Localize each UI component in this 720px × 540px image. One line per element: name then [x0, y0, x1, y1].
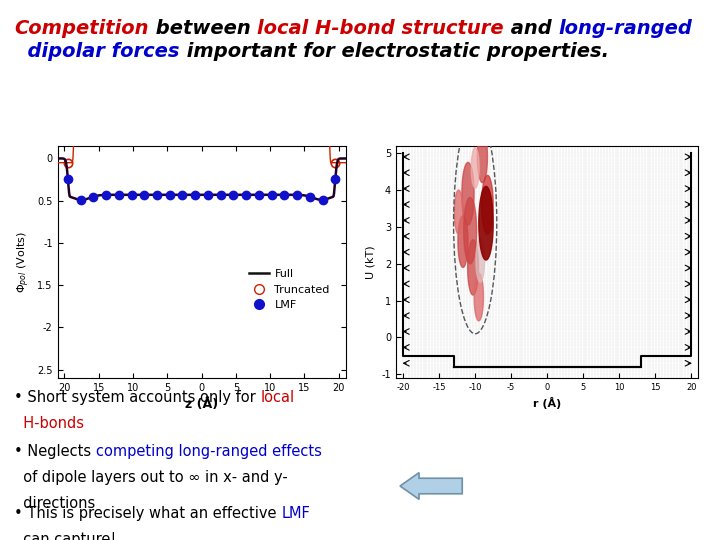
- Polygon shape: [472, 147, 480, 188]
- Polygon shape: [458, 216, 468, 267]
- Text: • Neglects: • Neglects: [14, 444, 96, 459]
- Polygon shape: [462, 163, 474, 225]
- Y-axis label: U (kT): U (kT): [366, 245, 376, 279]
- Polygon shape: [477, 131, 487, 183]
- Polygon shape: [479, 186, 493, 260]
- Text: local H-bond structure: local H-bond structure: [258, 19, 504, 38]
- Text: between: between: [149, 19, 258, 38]
- Polygon shape: [468, 240, 479, 295]
- Text: and: and: [504, 19, 559, 38]
- Polygon shape: [464, 198, 477, 264]
- Polygon shape: [474, 273, 484, 321]
- Polygon shape: [476, 238, 485, 282]
- Polygon shape: [454, 190, 463, 234]
- Text: • Short system accounts only for: • Short system accounts only for: [14, 390, 261, 405]
- Legend: Full, Truncated, LMF: Full, Truncated, LMF: [245, 265, 334, 315]
- Y-axis label: Φ$_{pol}$ (Volts): Φ$_{pol}$ (Volts): [15, 231, 32, 293]
- Text: dipolar forces: dipolar forces: [14, 42, 180, 61]
- FancyArrow shape: [400, 472, 462, 500]
- Text: important for electrostatic properties.: important for electrostatic properties.: [180, 42, 609, 61]
- Text: can capture!: can capture!: [14, 532, 117, 540]
- Text: of dipole layers out to ∞ in x- and y-: of dipole layers out to ∞ in x- and y-: [14, 470, 288, 485]
- X-axis label: z (Å): z (Å): [185, 399, 218, 411]
- Text: directions: directions: [14, 496, 96, 511]
- Text: competing long-ranged effects: competing long-ranged effects: [96, 444, 322, 459]
- Polygon shape: [482, 176, 493, 234]
- Text: Competition: Competition: [14, 19, 149, 38]
- Text: LMF: LMF: [282, 506, 310, 521]
- Text: • This is precisely what an effective: • This is precisely what an effective: [14, 506, 282, 521]
- Text: local: local: [261, 390, 295, 405]
- Text: long-ranged: long-ranged: [559, 19, 693, 38]
- X-axis label: r (Å): r (Å): [533, 397, 562, 409]
- Text: H-bonds: H-bonds: [14, 416, 84, 431]
